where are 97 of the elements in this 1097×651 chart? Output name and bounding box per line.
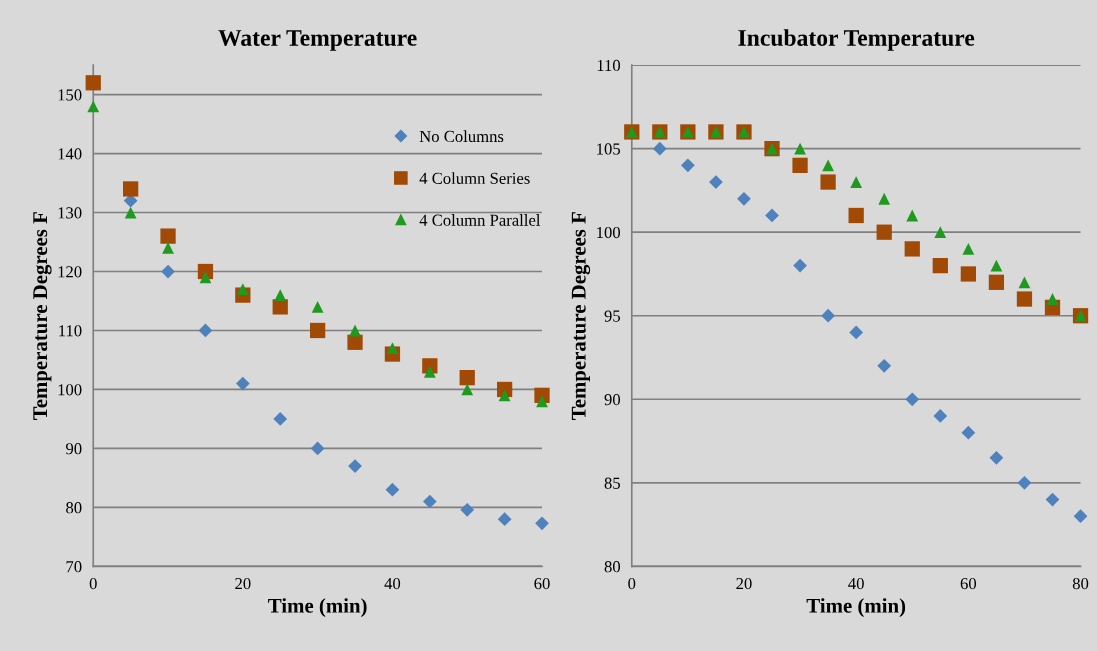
x-tick-label: 20 — [736, 577, 752, 590]
x-tick-label: 0 — [628, 577, 636, 590]
point — [123, 181, 139, 197]
y-tick-label: 100 — [597, 226, 621, 239]
point — [459, 370, 475, 386]
point — [933, 409, 948, 423]
point — [273, 412, 288, 426]
point — [347, 334, 363, 350]
x-tick-label: 40 — [848, 577, 864, 590]
point — [310, 441, 325, 456]
point — [737, 191, 751, 206]
point — [878, 192, 891, 205]
y-tick-label: 80 — [604, 561, 621, 573]
point — [422, 494, 437, 509]
point — [535, 516, 549, 531]
y-tick-label: 80 — [66, 502, 82, 514]
y-tick-label: 95 — [604, 310, 621, 322]
point — [932, 257, 948, 274]
point — [876, 224, 892, 240]
point — [235, 376, 250, 391]
point — [124, 206, 137, 219]
point — [1073, 509, 1088, 524]
y-tick-label: 85 — [604, 477, 621, 489]
point — [1017, 475, 1032, 490]
x-tick-label: 60 — [534, 577, 550, 590]
point — [423, 365, 436, 378]
point — [311, 300, 324, 313]
y-tick-label: 150 — [58, 89, 82, 101]
point — [348, 459, 362, 473]
point — [309, 322, 326, 339]
point — [652, 141, 667, 156]
legend-label: 4 Column Series — [419, 172, 530, 184]
point — [498, 389, 511, 402]
x-axis-title: Time (min) — [268, 598, 367, 618]
point — [460, 502, 475, 517]
x-tick-label: 0 — [89, 577, 97, 590]
point — [848, 207, 864, 224]
point — [162, 242, 174, 254]
point — [989, 450, 1004, 465]
point — [794, 142, 806, 155]
point — [1046, 293, 1059, 305]
point — [960, 266, 976, 282]
chart-title: Water Temperature — [218, 30, 417, 51]
point — [385, 482, 400, 497]
point — [793, 258, 807, 273]
point — [821, 308, 835, 323]
point — [877, 358, 892, 373]
point — [904, 241, 920, 257]
y-axis-title: Temperature Degrees F — [571, 212, 591, 420]
y-tick-label: 105 — [597, 143, 621, 155]
point — [461, 383, 474, 396]
point — [497, 512, 512, 527]
point — [160, 228, 176, 244]
y-tick-label: 70 — [66, 561, 82, 573]
y-axis-title: Temperature Degrees F — [33, 212, 52, 420]
legend-label: 4 Column Parallel — [419, 214, 541, 226]
point — [1018, 276, 1031, 289]
point — [961, 425, 976, 440]
point — [792, 157, 808, 173]
point — [962, 243, 975, 255]
point — [85, 75, 101, 91]
point — [274, 289, 287, 301]
point — [765, 208, 779, 223]
point — [906, 209, 919, 222]
point — [386, 342, 399, 355]
point — [199, 271, 212, 284]
x-tick-label: 80 — [1072, 577, 1089, 590]
x-tick-label: 20 — [235, 577, 251, 590]
y-tick-label: 110 — [597, 59, 621, 72]
chart-title: Incubator Temperature — [738, 29, 975, 51]
point — [988, 274, 1005, 290]
point — [680, 158, 695, 173]
y-tick-label: 140 — [58, 148, 82, 160]
x-tick-label: 40 — [384, 577, 401, 590]
x-axis-title: Time (min) — [806, 598, 906, 618]
y-tick-label: 130 — [58, 207, 82, 219]
point — [849, 325, 864, 340]
point — [905, 392, 920, 407]
point — [934, 226, 947, 239]
point — [822, 159, 835, 172]
point — [990, 259, 1003, 272]
y-tick-label: 110 — [59, 325, 82, 337]
point — [820, 174, 836, 190]
point — [709, 175, 723, 189]
x-tick-label: 60 — [960, 577, 977, 590]
legend-label: No Columns — [419, 130, 504, 143]
point — [87, 100, 100, 113]
y-tick-label: 90 — [66, 443, 82, 455]
point — [161, 264, 175, 279]
y-tick-label: 120 — [58, 266, 82, 278]
y-tick-label: 90 — [604, 393, 621, 406]
point — [236, 283, 249, 296]
point — [536, 395, 548, 408]
y-tick-label: 100 — [58, 384, 82, 396]
point — [272, 299, 288, 315]
point — [1016, 291, 1033, 307]
point — [850, 176, 863, 188]
